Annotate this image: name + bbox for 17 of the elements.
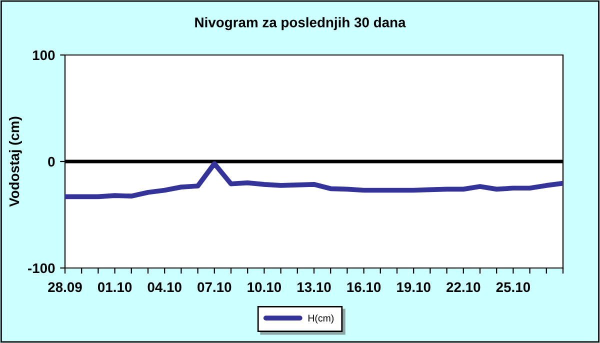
y-tick-label: -100 (28, 263, 55, 274)
legend-label: H(cm) (308, 314, 334, 324)
y-axis-title: Vodostaj (cm) (8, 116, 22, 207)
x-tick-label: 07.10 (198, 282, 232, 292)
x-tick-label: 04.10 (148, 282, 182, 292)
line-series (65, 161, 563, 200)
x-tick-label: 16.10 (347, 282, 381, 292)
x-tick-label: 25.10 (496, 282, 530, 292)
x-tick-label: 10.10 (248, 282, 282, 292)
y-tick-label: 0 (48, 156, 55, 167)
x-tick-label: 22.10 (446, 282, 480, 292)
x-tick-label: 28.09 (48, 282, 82, 292)
y-tick-label: 100 (32, 50, 55, 60)
x-tick-label: 01.10 (98, 282, 132, 292)
x-tick-label: 19.10 (397, 282, 430, 292)
x-tick-label: 13.10 (298, 282, 331, 292)
chart-title: Nivogram za poslednjih 30 dana (195, 17, 406, 30)
